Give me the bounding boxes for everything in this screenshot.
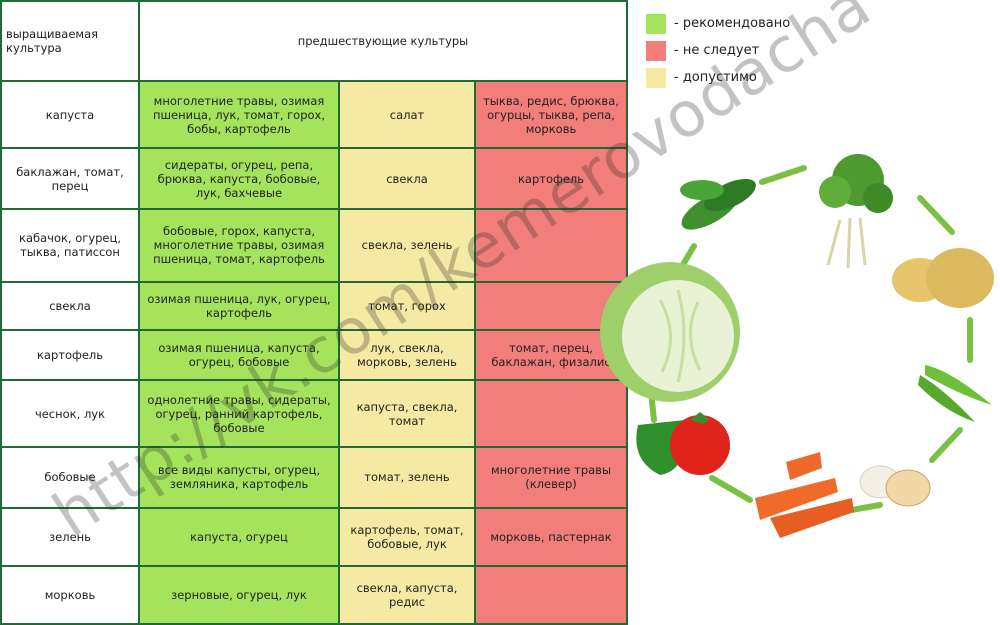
legend-item-acceptable: - допустимо — [646, 64, 790, 91]
cucumber-icon — [680, 178, 756, 230]
header-previous-crops: предшествующие культуры — [137, 0, 629, 83]
carrot-icon — [755, 452, 854, 538]
row-crop: кабачок, огурец, тыква, патиссон — [0, 207, 140, 283]
row-crop: бобовые — [0, 446, 140, 509]
crop-rotation-wheel — [600, 154, 994, 538]
cell-recommended: капуста, огурец — [138, 506, 340, 567]
legend-label: - допустимо — [674, 70, 757, 85]
cell-not-recommended: морковь, пастернак — [473, 506, 629, 567]
row-crop: зелень — [0, 506, 140, 567]
crop-rotation-table: выращиваемая культура предшествующие кул… — [0, 0, 629, 625]
cell-not-recommended — [473, 207, 629, 283]
row-crop: чеснок, лук — [0, 379, 140, 449]
cell-recommended: сидераты, огурец, репа, брюква, капуста,… — [138, 147, 340, 210]
cell-not-recommended: картофель — [473, 147, 629, 210]
cell-recommended: все виды капусты, огурец, земляника, кар… — [138, 446, 340, 509]
parsley-icon — [819, 154, 893, 269]
legend-swatch — [646, 13, 666, 34]
legend-swatch — [646, 40, 666, 61]
row-crop: капуста — [0, 80, 140, 150]
cell-recommended: бобовые, горох, капуста, многолетние тра… — [138, 207, 340, 283]
cell-acceptable: капуста, свекла, томат — [338, 379, 476, 449]
cell-not-recommended — [473, 379, 629, 449]
legend-item-recommended: - рекомендовано — [646, 10, 790, 37]
cell-acceptable: лук, свекла, морковь, зелень — [338, 329, 476, 382]
cell-acceptable: свекла, зелень — [338, 207, 476, 283]
cell-acceptable: томат, горох — [338, 280, 476, 332]
row-crop: свекла — [0, 280, 140, 332]
header-crop: выращиваемая культура — [0, 0, 140, 83]
tomato-pepper-icon — [636, 412, 730, 475]
row-crop: морковь — [0, 564, 140, 625]
row-crop: картофель — [0, 329, 140, 382]
peas-icon — [918, 365, 992, 422]
cell-recommended: однолетние травы, сидераты, огурец, ранн… — [138, 379, 340, 449]
row-crop: баклажан, томат, перец — [0, 147, 140, 210]
cell-acceptable: свекла, капуста, редис — [338, 564, 476, 625]
cell-recommended: многолетние травы, озимая пшеница, лук, … — [138, 80, 340, 150]
legend: - рекомендовано - не следует - допустимо — [646, 10, 790, 91]
cell-recommended: зерновые, огурец, лук — [138, 564, 340, 625]
legend-swatch — [646, 67, 666, 88]
cell-not-recommended — [473, 564, 629, 625]
cell-recommended: озимая пшеница, лук, огурец, картофель — [138, 280, 340, 332]
cell-acceptable: свекла — [338, 147, 476, 210]
cell-acceptable: картофель, томат, бобовые, лук — [338, 506, 476, 567]
legend-label: - рекомендовано — [674, 16, 791, 31]
cell-acceptable: салат — [338, 80, 476, 150]
cell-not-recommended: тыква, редис, брюква, огурцы, тыква, реп… — [473, 80, 629, 150]
cabbage-icon — [600, 262, 740, 402]
garlic-onion-icon — [859, 465, 931, 507]
cell-not-recommended: многолетние травы (клевер) — [473, 446, 629, 509]
legend-item-not-recommended: - не следует — [646, 37, 790, 64]
cell-recommended: озимая пшеница, капуста, огурец, бобовые — [138, 329, 340, 382]
cell-acceptable: томат, зелень — [338, 446, 476, 509]
potato-icon — [892, 248, 994, 308]
legend-label: - не следует — [674, 43, 760, 58]
